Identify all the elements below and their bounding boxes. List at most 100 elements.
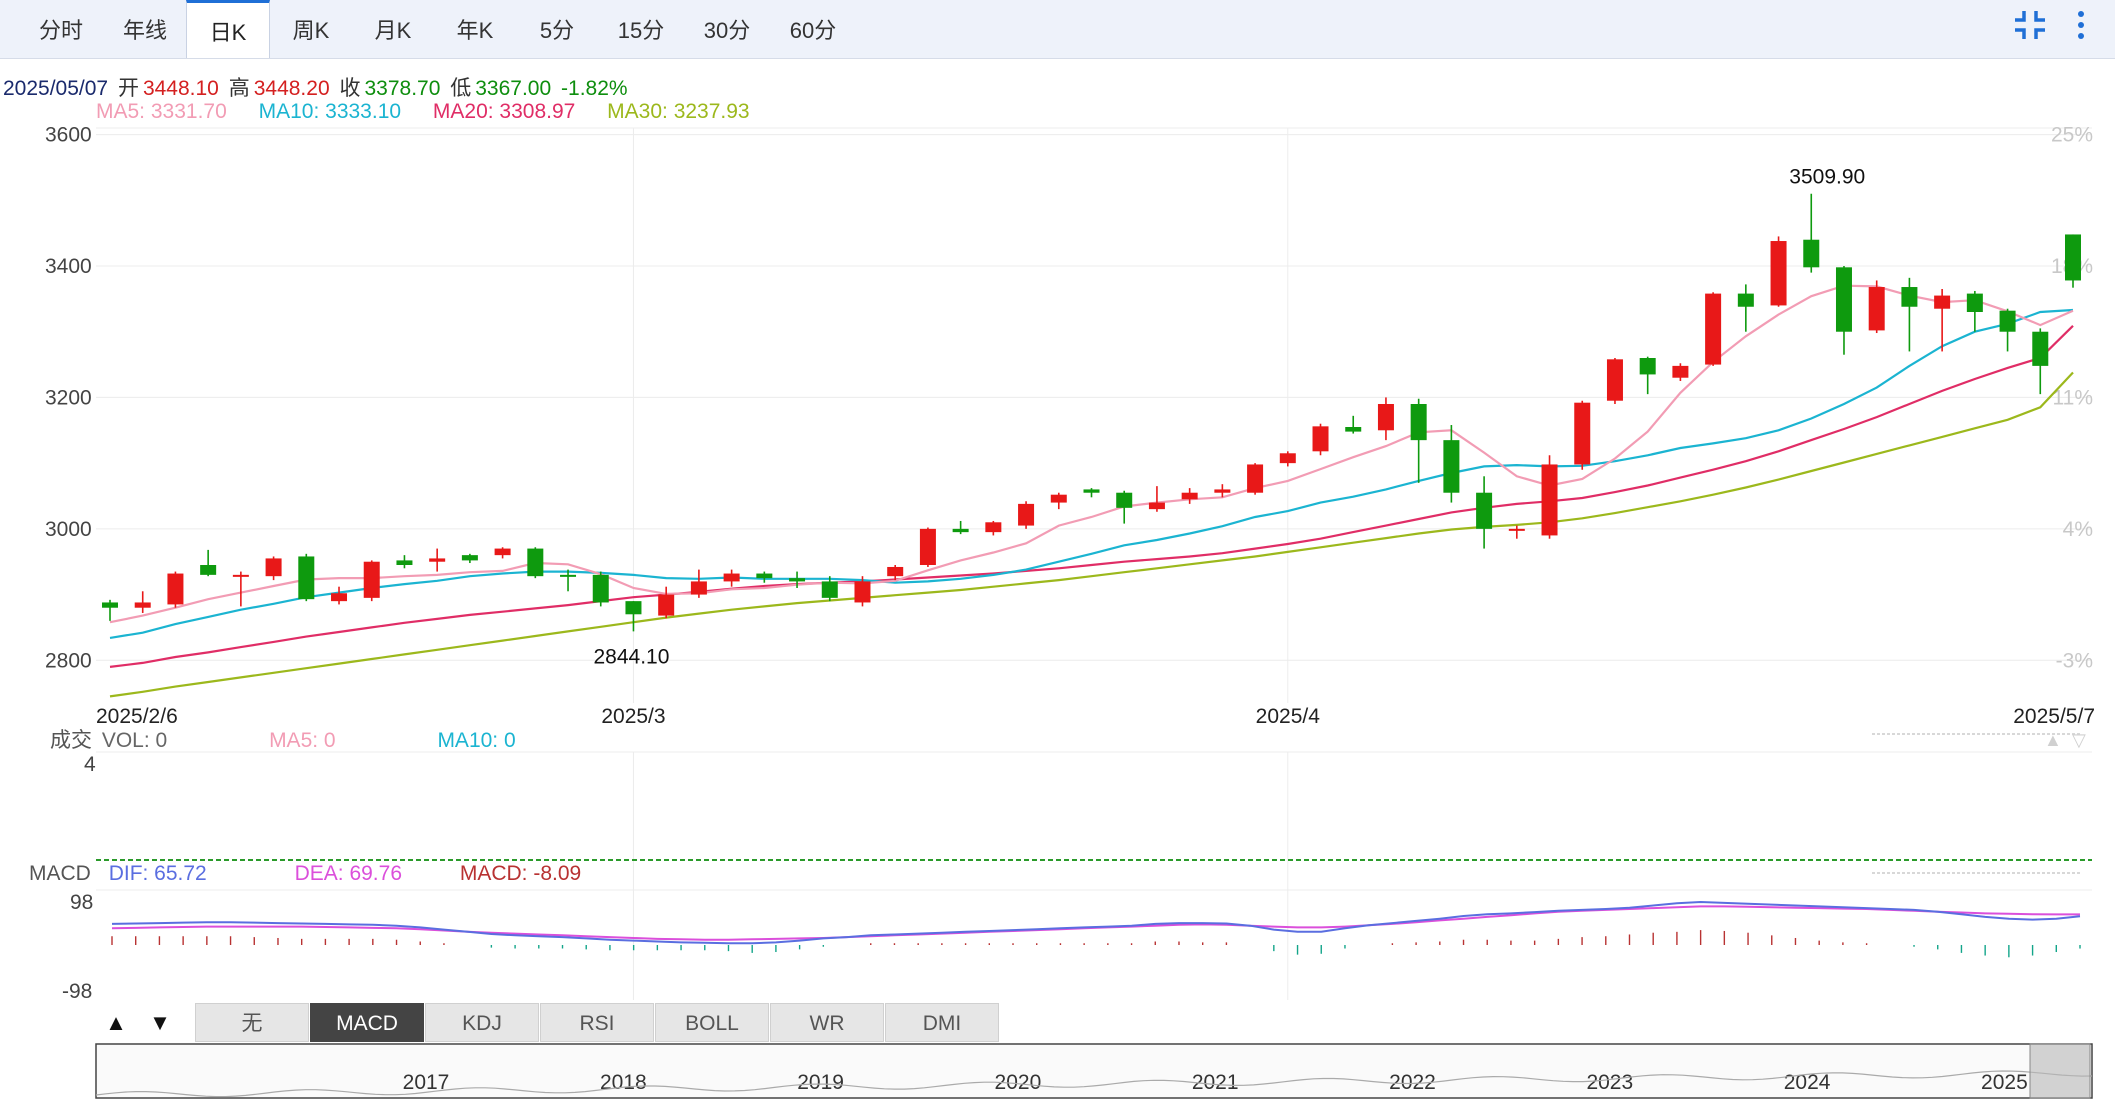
indicator-tab-kdj[interactable]: KDJ: [425, 1003, 539, 1042]
tab-weekly-k[interactable]: 周K: [292, 18, 330, 43]
candle-down: [1966, 293, 1983, 312]
candle-up: [1541, 464, 1558, 536]
candle-down: [1410, 404, 1427, 441]
ma10-legend: MA10: 3333.10: [258, 100, 402, 123]
price-tick-label: 2800: [45, 649, 92, 672]
more-menu-icon[interactable]: [2068, 0, 2094, 58]
candle-down: [756, 573, 773, 579]
indicator-tab-macd[interactable]: MACD: [310, 1003, 424, 1042]
candle-up: [1934, 295, 1951, 309]
dea-value: DEA: 69.76: [294, 862, 402, 885]
candle-up: [658, 594, 675, 616]
candle-down: [952, 528, 969, 533]
candle-up: [723, 573, 740, 582]
candle-down: [1901, 287, 1918, 307]
candle-up: [232, 574, 249, 577]
info-date: 2025/05/07: [3, 77, 109, 100]
ma30-line: [109, 371, 2074, 698]
candle-up: [265, 558, 282, 577]
ma5-line: [109, 284, 2074, 624]
tab-nianxian[interactable]: 年线: [122, 18, 167, 43]
candle-up: [1247, 464, 1264, 493]
candle-up: [1377, 404, 1394, 431]
tab-5min[interactable]: 5分: [539, 18, 575, 43]
date-axis-label: 2025/4: [1256, 705, 1321, 728]
indicator-tab-boll[interactable]: BOLL: [655, 1003, 769, 1042]
date-axis-label: 2025/3: [601, 705, 665, 728]
ma20-line: [109, 325, 2074, 668]
candle-up: [1868, 287, 1885, 331]
low-label: 低: [450, 77, 472, 100]
close-label: 收: [339, 77, 361, 100]
candle-up: [690, 581, 707, 595]
candle-down: [1345, 427, 1362, 432]
indicator-tab-rsi[interactable]: RSI: [540, 1003, 654, 1042]
dif-line: [111, 900, 2081, 945]
candle-up: [134, 602, 151, 608]
indicator-tab-none[interactable]: 无: [195, 1003, 309, 1042]
volume-down-arrow-icon: ▽: [2072, 730, 2086, 750]
macd-legend: MACD DIF: 65.72 DEA: 69.76 MACD: -8.09: [29, 862, 585, 886]
candle-up: [363, 561, 380, 598]
candle-down: [102, 602, 118, 608]
candle-up: [854, 581, 871, 603]
overview-year-label: 2023: [1586, 1071, 1633, 1094]
overview-year-label: 2025: [1981, 1071, 2028, 1094]
overview-series: [95, 1070, 2093, 1098]
tab-30min[interactable]: 30分: [703, 18, 751, 43]
candle-up: [167, 573, 184, 605]
volume-legend: 成交 VOL: 0 MA5: 0 MA10: 0: [50, 724, 520, 754]
indicator-tab-dmi[interactable]: DMI: [885, 1003, 999, 1042]
overview-year-label: 2019: [797, 1071, 844, 1094]
indicator-down-arrow[interactable]: ▼: [149, 1010, 171, 1035]
candle-down: [1737, 293, 1754, 307]
tab-yearly-k[interactable]: 年K: [456, 18, 494, 43]
overview-year-label: 2024: [1784, 1071, 1831, 1094]
indicator-up-arrow[interactable]: ▲: [105, 1010, 127, 1035]
candle-up: [1148, 502, 1165, 510]
overview-year-label: 2022: [1389, 1071, 1436, 1094]
candle-up: [1050, 494, 1067, 503]
overview-navigator: [95, 1043, 2093, 1099]
candle-down: [789, 578, 806, 582]
high-annotation: 3509.90: [1789, 166, 1865, 189]
ma30-legend: MA30: 3237.93: [607, 100, 750, 123]
macd-value: MACD: -8.09: [459, 862, 582, 885]
candle-down: [461, 555, 478, 561]
vol-value: VOL: 0: [101, 729, 168, 752]
collapse-icon[interactable]: [2010, 0, 2050, 58]
candle-up: [331, 593, 348, 602]
candle-down: [821, 581, 838, 598]
candle-up: [1770, 241, 1787, 306]
candle-up: [1606, 359, 1623, 401]
price-tick-label: 3000: [45, 518, 92, 541]
candle-down: [2032, 331, 2049, 366]
macd-tick-label: -98: [62, 980, 92, 1003]
candle-up: [1214, 489, 1231, 493]
vol-ma5: MA5: 0: [269, 729, 336, 752]
volume-title: 成交: [50, 729, 92, 752]
candle-down: [1116, 492, 1133, 508]
tab-daily-k[interactable]: 日K: [186, 0, 270, 58]
volume-up-arrow-icon: ▲: [2044, 730, 2062, 750]
candle-up: [1508, 528, 1525, 531]
candle-up: [1672, 365, 1689, 378]
macd-tick-label: 98: [70, 891, 93, 914]
candle-down: [527, 548, 544, 577]
price-tick-label: 3200: [45, 386, 92, 409]
candle-up: [919, 528, 936, 565]
overview-year-label: 2017: [403, 1071, 450, 1094]
tab-15min[interactable]: 15分: [617, 18, 665, 43]
candle-up: [1279, 453, 1296, 464]
tab-fenshi[interactable]: 分时: [38, 18, 83, 43]
tab-60min[interactable]: 60分: [789, 18, 837, 43]
high-label: 高: [228, 77, 250, 100]
open-value: 3448.10: [142, 77, 219, 100]
tab-monthly-k[interactable]: 月K: [374, 18, 412, 43]
vol-ma10: MA10: 0: [437, 729, 516, 752]
overview-year-label: 2021: [1192, 1071, 1239, 1094]
change-value: -1.82%: [561, 77, 628, 100]
indicator-tab-wr[interactable]: WR: [770, 1003, 884, 1042]
close-value: 3378.70: [364, 77, 441, 100]
